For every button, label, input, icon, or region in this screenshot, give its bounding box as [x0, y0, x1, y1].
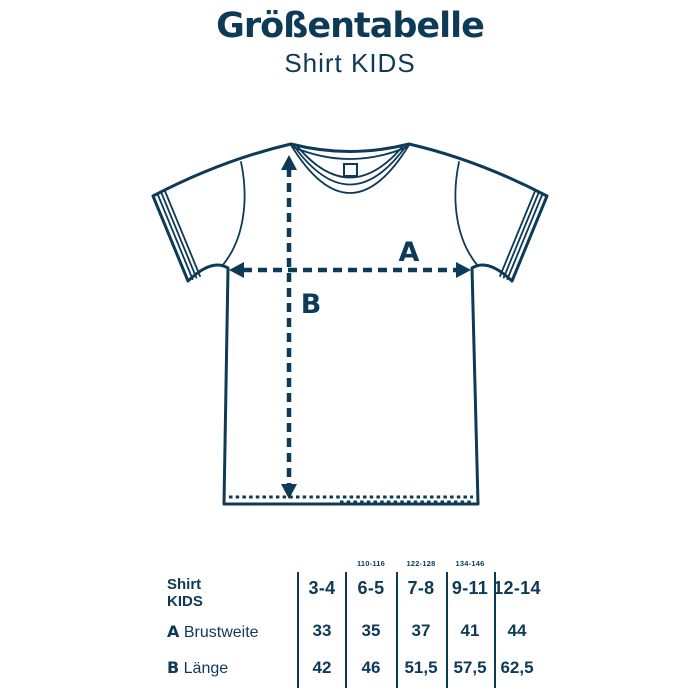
collar-back-line — [292, 146, 408, 160]
length-measure-label: B — [301, 289, 322, 320]
right-armhole-seam — [454, 161, 479, 267]
table-value: 37 — [411, 621, 431, 640]
row-label-chest: A Brustweite — [167, 622, 259, 642]
table-value: 62,5 — [500, 658, 534, 677]
left-cuff-lines — [156, 190, 201, 280]
page-subtitle: Shirt KIDS — [284, 48, 416, 78]
table-value: 51,5 — [404, 658, 438, 677]
table-value: 46 — [361, 658, 381, 677]
height-range: 134-146 — [455, 559, 485, 568]
row-label-length: B Länge — [167, 658, 228, 678]
table-value: 44 — [507, 621, 527, 640]
height-range: 122-128 — [406, 559, 436, 568]
column-divider — [297, 572, 299, 688]
table-header-line2: KIDS — [167, 593, 203, 611]
right-cuff-lines — [499, 190, 544, 280]
column-divider — [446, 572, 448, 688]
neck-tag — [343, 163, 358, 177]
tshirt-outline — [151, 142, 549, 506]
row-key-a: A — [167, 622, 180, 641]
row-name-chest: Brustweite — [183, 624, 259, 641]
length-measure-arrow: B — [281, 155, 321, 499]
table-value: 57,5 — [453, 658, 487, 677]
column-divider — [494, 572, 496, 688]
table-value: 41 — [460, 621, 480, 640]
column-divider — [396, 572, 398, 688]
table-value: 42 — [312, 658, 332, 677]
size-column-header: 7-8 — [407, 578, 435, 598]
row-key-b: B — [167, 658, 180, 677]
collar-rib-line1 — [293, 145, 407, 186]
left-armhole-seam — [221, 161, 246, 267]
table-value: 33 — [312, 621, 332, 640]
size-column-header: 12-14 — [493, 578, 541, 598]
size-column-header: 9-11 — [451, 578, 489, 598]
height-range: 110-116 — [356, 559, 386, 568]
collar-front-outer — [290, 144, 410, 194]
chest-measure-label: A — [399, 237, 420, 268]
table-header-line1: Shirt — [167, 576, 202, 593]
row-name-length: Länge — [183, 660, 229, 677]
collar-rib-line2 — [296, 145, 404, 179]
size-column-header: 6-5 — [357, 578, 385, 598]
page-title: Größentabelle — [216, 6, 485, 46]
table-header-product: Shirt KIDS — [167, 576, 203, 611]
table-value: 35 — [361, 621, 381, 640]
chest-measure-arrow: A — [229, 237, 471, 278]
size-column-header: 3-4 — [308, 578, 336, 598]
column-divider — [345, 572, 347, 688]
